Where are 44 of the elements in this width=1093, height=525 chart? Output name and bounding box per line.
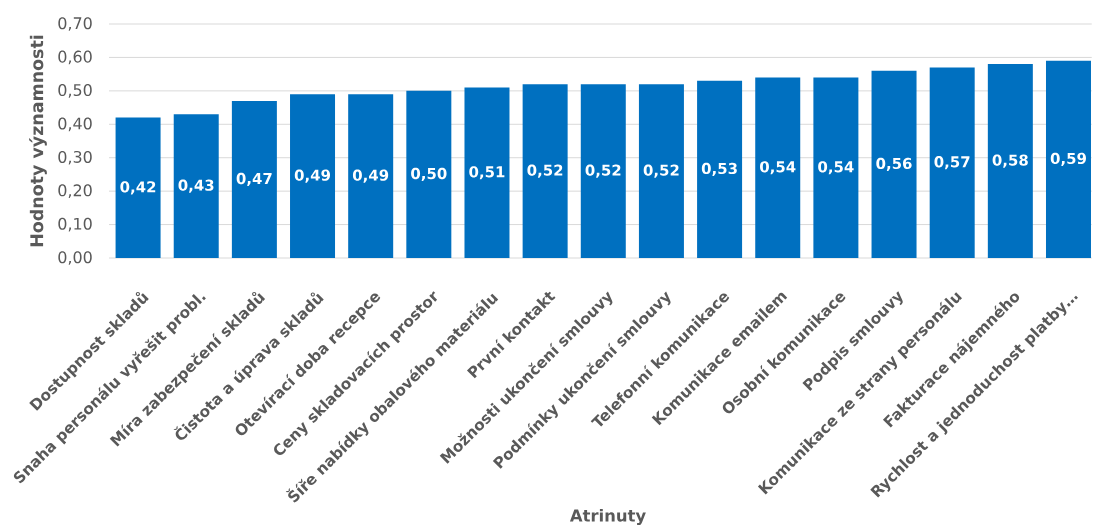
data-label: 0,52	[585, 164, 621, 178]
data-label: 0,57	[934, 156, 970, 170]
data-label: 0,47	[236, 172, 272, 187]
data-label: 0,49	[352, 169, 389, 183]
bar	[231, 100, 277, 258]
bar	[755, 77, 801, 258]
data-label: 0,49	[294, 169, 331, 183]
bar	[697, 80, 743, 258]
y-tick-label: 0,10	[58, 217, 92, 232]
bar	[871, 70, 917, 258]
bar	[638, 84, 684, 258]
data-label: 0,42	[120, 181, 156, 195]
y-tick-label: 0,40	[58, 117, 92, 132]
y-tick-label: 0,70	[58, 17, 92, 31]
y-tick-label: 0,20	[58, 184, 92, 198]
bar	[464, 87, 510, 258]
bar	[522, 84, 568, 258]
y-axis-title: Hodnoty významnosti	[29, 35, 47, 247]
bar	[987, 64, 1033, 258]
bar	[580, 84, 626, 258]
data-label: 0,52	[643, 164, 679, 178]
x-axis-title: Atrinuty	[569, 508, 646, 525]
bar	[348, 94, 394, 258]
bar	[290, 94, 336, 258]
data-label: 0,53	[701, 162, 737, 177]
data-label: 0,54	[760, 161, 796, 175]
y-tick-label: 0,00	[58, 251, 92, 265]
data-label: 0,50	[411, 167, 447, 182]
data-label: 0,58	[992, 154, 1028, 168]
bar	[173, 114, 219, 258]
data-label: 0,54	[818, 161, 854, 175]
data-label: 0,43	[178, 179, 214, 193]
bar	[929, 67, 975, 258]
y-tick-label: 0,60	[58, 50, 92, 65]
y-tick-label: 0,30	[58, 150, 92, 165]
data-label: 0,51	[469, 166, 505, 180]
bar	[406, 90, 452, 258]
data-label: 0,52	[527, 164, 563, 178]
bar	[1045, 60, 1091, 258]
bar	[115, 117, 161, 258]
bar	[813, 77, 859, 258]
y-tick-label: 0,50	[58, 84, 92, 98]
data-label: 0,59	[1050, 152, 1086, 166]
data-label: 0,56	[876, 157, 912, 172]
